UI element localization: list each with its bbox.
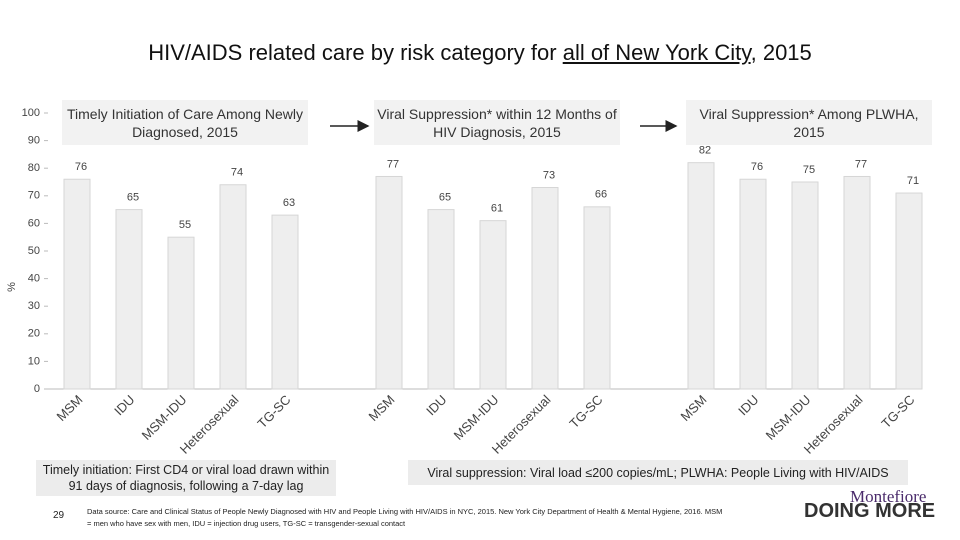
value-label: 63 bbox=[283, 197, 295, 209]
x-tick-label: MSM bbox=[53, 392, 85, 424]
y-tick-label: 50 bbox=[28, 245, 40, 257]
x-tick-label: IDU bbox=[423, 392, 449, 418]
bar bbox=[687, 162, 715, 390]
value-label: 76 bbox=[75, 161, 87, 173]
bar bbox=[583, 206, 611, 390]
value-label: 82 bbox=[699, 145, 711, 157]
x-tick-label: MSM bbox=[677, 392, 709, 424]
source: Data source: Care and Clinical Status of… bbox=[87, 507, 723, 528]
logo-tagline: DOING MORE bbox=[804, 500, 936, 522]
x-tick-label: MSM-IDU bbox=[139, 392, 190, 443]
value-label: 65 bbox=[439, 192, 451, 204]
bar bbox=[63, 178, 91, 390]
y-tick-label: 30 bbox=[28, 300, 40, 312]
value-label: 66 bbox=[595, 189, 607, 201]
value-label: 65 bbox=[127, 192, 139, 204]
bar bbox=[219, 184, 247, 390]
title-part: , 2015 bbox=[750, 40, 812, 65]
group-title: Viral Suppression* Among PLWHA, 2015 bbox=[686, 100, 932, 145]
value-label: 75 bbox=[803, 164, 815, 176]
y-tick-label: 80 bbox=[28, 162, 40, 174]
value-label: 77 bbox=[387, 158, 399, 170]
bar bbox=[739, 178, 767, 390]
x-tick-label: TG-SC bbox=[254, 392, 293, 431]
bar bbox=[895, 192, 923, 390]
y-tick-label: 100 bbox=[22, 107, 40, 119]
bar bbox=[115, 209, 143, 390]
value-label: 77 bbox=[855, 158, 867, 170]
bar bbox=[375, 175, 403, 390]
x-tick-label: MSM-IDU bbox=[451, 392, 502, 443]
bar bbox=[843, 175, 871, 390]
y-tick-label: 10 bbox=[28, 355, 40, 367]
logo-name: Montefiore bbox=[850, 487, 927, 506]
slide-title: HIV/AIDS related care by risk category f… bbox=[0, 40, 960, 66]
value-label: 61 bbox=[491, 203, 503, 215]
x-tick-label: TG-SC bbox=[878, 392, 917, 431]
title-part: all of New York City bbox=[562, 40, 751, 65]
note: Timely initiation: First CD4 or viral lo… bbox=[36, 460, 336, 496]
y-tick-label: 40 bbox=[28, 273, 40, 285]
value-label: 73 bbox=[543, 169, 555, 181]
bar bbox=[271, 214, 299, 390]
value-label: 55 bbox=[179, 219, 191, 231]
x-tick-label: TG-SC bbox=[566, 392, 605, 431]
y-axis-label: % bbox=[6, 282, 18, 292]
title-part: HIV/AIDS related care by risk category f… bbox=[148, 40, 557, 65]
bar bbox=[531, 187, 559, 390]
value-label: 76 bbox=[751, 161, 763, 173]
bar bbox=[791, 181, 819, 390]
x-tick-label: MSM bbox=[365, 392, 397, 424]
x-tick-label: IDU bbox=[735, 392, 761, 418]
x-tick-label: IDU bbox=[111, 392, 137, 418]
y-tick-label: 20 bbox=[28, 328, 40, 340]
y-tick-label: 0 bbox=[34, 383, 40, 395]
value-label: 71 bbox=[907, 175, 919, 187]
x-tick-label: MSM-IDU bbox=[763, 392, 814, 443]
bar bbox=[167, 236, 195, 390]
note: Viral suppression: Viral load ≤200 copie… bbox=[408, 460, 908, 485]
bar bbox=[479, 220, 507, 390]
group-title: Viral Suppression* within 12 Months of H… bbox=[374, 100, 620, 145]
page-number: 29 bbox=[53, 510, 65, 521]
y-tick-label: 70 bbox=[28, 190, 40, 202]
group-title: Timely Initiation of Care Among Newly Di… bbox=[62, 100, 308, 145]
y-tick-label: 60 bbox=[28, 217, 40, 229]
y-tick-label: 90 bbox=[28, 135, 40, 147]
bar bbox=[427, 209, 455, 390]
value-label: 74 bbox=[231, 167, 243, 179]
